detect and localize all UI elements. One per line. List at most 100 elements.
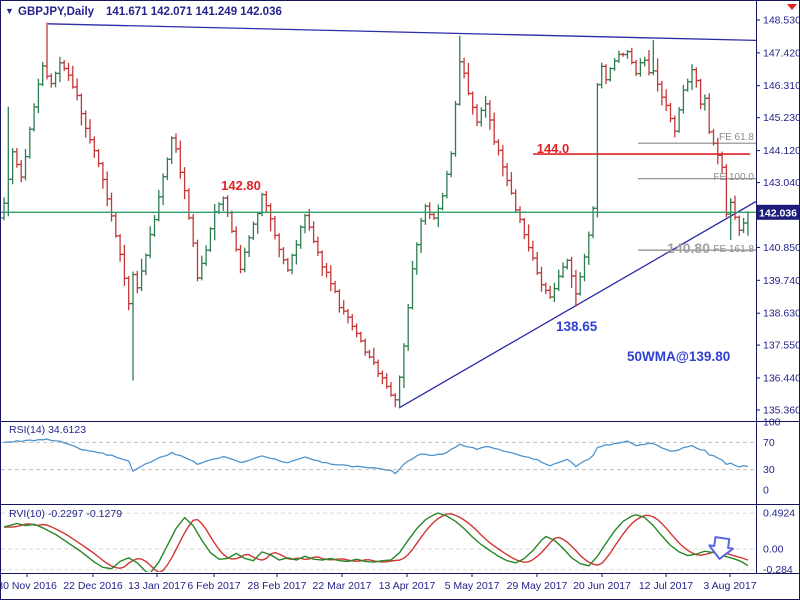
price-bar xyxy=(534,251,540,275)
price-bar xyxy=(362,338,368,356)
date-label: 12 Jul 2017 xyxy=(639,580,693,592)
date-label: 3 Aug 2017 xyxy=(703,580,756,592)
price-bar xyxy=(151,215,158,237)
price-bar xyxy=(483,95,489,118)
price-bar xyxy=(586,231,592,265)
price-bar xyxy=(83,110,89,138)
price-bar xyxy=(551,282,557,303)
price-bar xyxy=(18,159,24,183)
price-bar xyxy=(517,206,523,223)
down-arrow-icon xyxy=(708,536,735,560)
price-bar xyxy=(659,80,665,106)
price-bar xyxy=(397,375,403,409)
price-bar xyxy=(319,250,325,277)
price-bar xyxy=(96,149,102,168)
price-bar xyxy=(719,151,725,174)
price-bar xyxy=(78,93,84,126)
price-bar xyxy=(495,139,502,156)
date-label: 29 May 2017 xyxy=(507,580,568,592)
price-bar xyxy=(452,100,459,157)
price-bar xyxy=(513,189,519,213)
rvi-tick-label: -0.284 xyxy=(763,564,793,576)
price-bar xyxy=(263,191,269,213)
price-bar xyxy=(569,256,575,288)
price-bar xyxy=(577,272,583,296)
fib-61-8-label: FE 61.8 xyxy=(719,132,754,143)
price-bar xyxy=(48,73,54,88)
price-bar xyxy=(233,226,239,252)
fib-100-label: FE 100.0 xyxy=(713,172,754,183)
price-bar xyxy=(702,94,708,111)
date-label: 28 Feb 2017 xyxy=(248,580,307,592)
price-bar xyxy=(289,253,295,275)
price-bar xyxy=(405,304,411,351)
price-bar xyxy=(27,126,33,159)
price-bar xyxy=(590,206,596,239)
price-bar xyxy=(736,215,742,236)
price-bar xyxy=(242,247,248,273)
price-bar xyxy=(465,63,471,96)
price-bar xyxy=(113,212,119,238)
price-bar xyxy=(164,157,170,181)
price-bar xyxy=(194,239,201,282)
price-bar xyxy=(229,210,235,234)
price-bar xyxy=(689,64,695,91)
price-tick-label: 144.120 xyxy=(763,145,800,157)
price-bar xyxy=(104,171,110,207)
price-tick-label: 145.230 xyxy=(763,112,800,124)
price-bar xyxy=(504,163,510,187)
fib-161-8-label: FE 161.8 xyxy=(713,244,754,255)
price-bar xyxy=(556,269,562,291)
date-label: 22 Mar 2017 xyxy=(313,580,372,592)
price-bar xyxy=(147,226,153,259)
price-bar xyxy=(573,269,579,307)
ascending-support xyxy=(398,200,757,409)
price-bar xyxy=(255,211,261,234)
price-bar xyxy=(1,197,7,221)
price-bar xyxy=(203,245,209,266)
price-bar xyxy=(315,236,321,256)
current-price-value: 142.036 xyxy=(759,207,797,219)
ohlc-readout: 141.671 142.071 141.249 142.036 xyxy=(106,6,282,18)
price-bar xyxy=(663,89,669,111)
symbol-dropdown-icon[interactable]: ▼ xyxy=(5,6,14,16)
price-bar xyxy=(186,188,192,220)
price-bar xyxy=(156,189,162,222)
level-140-80-label: 140.80 xyxy=(667,240,710,256)
rsi-tick-label: 70 xyxy=(763,437,775,449)
rvi-tick-label: 0.4924 xyxy=(763,508,795,520)
price-tick-label: 140.850 xyxy=(763,242,800,254)
price-bar xyxy=(65,63,72,81)
price-bar xyxy=(422,203,428,225)
price-bar xyxy=(190,214,196,247)
level-142-80-label: 142.80 xyxy=(221,178,261,193)
price-bar xyxy=(134,270,140,294)
price-bar xyxy=(328,265,334,292)
price-bar xyxy=(169,136,175,164)
price-bar xyxy=(388,382,394,397)
price-bars xyxy=(1,22,751,409)
price-bar xyxy=(130,271,136,381)
price-tick-label: 139.740 xyxy=(763,275,800,287)
rvi-indicator-label: RVI(10) -0.2297 -0.1279 xyxy=(9,508,122,520)
rvi-signal-line xyxy=(4,513,749,572)
price-bar xyxy=(612,58,618,71)
resistance-144-label: 144.0 xyxy=(537,141,570,156)
chart-title: GBPJPY,Daily xyxy=(18,6,95,18)
price-bar xyxy=(349,314,355,331)
price-bar xyxy=(212,204,218,241)
price-bar xyxy=(418,217,424,253)
price-bar xyxy=(61,60,67,71)
price-bar xyxy=(5,106,11,217)
price-bar xyxy=(581,253,588,282)
price-bar xyxy=(182,167,188,200)
date-label: 20 Jun 2017 xyxy=(573,580,631,592)
price-bar xyxy=(22,149,29,181)
price-bar xyxy=(603,64,609,85)
price-bar xyxy=(199,255,205,281)
axes: 148.530 147.420 146.310 145.230 144.120 143.0… xyxy=(0,15,800,593)
price-bar xyxy=(655,58,661,92)
price-bar xyxy=(560,262,566,278)
